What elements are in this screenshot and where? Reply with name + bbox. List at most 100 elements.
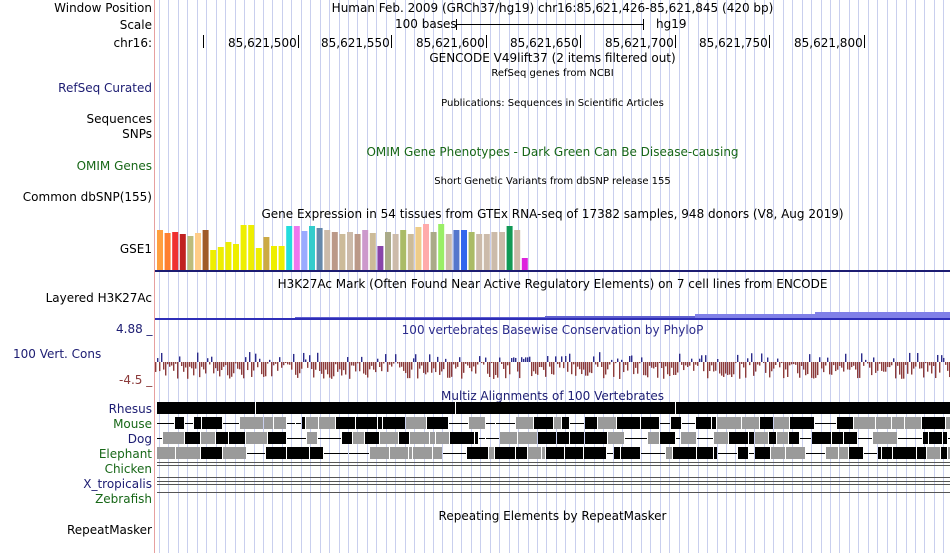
repeatmasker-track-description: Repeating Elements by RepeatMasker bbox=[438, 509, 667, 523]
phylop-negative-bar bbox=[651, 362, 653, 368]
scale-assembly-text: hg19 bbox=[656, 17, 687, 31]
grid-line bbox=[367, 0, 368, 553]
mouse-alignment-block bbox=[427, 417, 448, 429]
phylop-positive-bar bbox=[705, 355, 707, 362]
phylop-track-label[interactable]: 100 Vert. Cons bbox=[13, 347, 102, 361]
grid-line bbox=[698, 0, 699, 553]
species-label-x_tropicalis[interactable]: X_tropicalis bbox=[83, 477, 152, 491]
phylop-positive-bar bbox=[157, 358, 159, 362]
grid-line bbox=[565, 0, 566, 553]
ruler-tick bbox=[391, 35, 392, 48]
gtex-tissue-bar bbox=[248, 225, 255, 270]
phylop-negative-bar bbox=[221, 362, 223, 371]
mouse-alignment-block bbox=[617, 417, 640, 429]
grid-line bbox=[622, 0, 623, 553]
grid-line bbox=[915, 0, 916, 553]
phylop-negative-bar bbox=[903, 362, 905, 379]
phylop-negative-bar bbox=[567, 362, 569, 372]
phylop-negative-bar bbox=[227, 362, 229, 376]
base-position-ruler[interactable]: 85,621,500 85,621,550 85,621,600 85,621,650… bbox=[155, 33, 950, 51]
dbsnp-track-label[interactable]: Common dbSNP(155) bbox=[22, 190, 152, 204]
phylop-negative-bar bbox=[591, 362, 593, 374]
gse1-track-label[interactable]: GSE1 bbox=[119, 242, 152, 256]
phylop-negative-bar bbox=[299, 362, 301, 374]
grid-line bbox=[754, 0, 755, 553]
phylop-negative-bar bbox=[325, 362, 327, 370]
phylop-positive-bar bbox=[317, 352, 319, 362]
mouse-alignment-gap-line bbox=[296, 423, 301, 424]
omim-track-label[interactable]: OMIM Genes bbox=[76, 159, 152, 173]
grid-line bbox=[906, 0, 907, 553]
sequences-track-label[interactable]: Sequences bbox=[86, 112, 152, 126]
phylop-conservation-bars[interactable] bbox=[155, 342, 950, 388]
snps-track-label[interactable]: SNPs bbox=[122, 127, 152, 141]
phylop-negative-bar bbox=[301, 362, 303, 369]
phylop-negative-bar bbox=[913, 362, 915, 369]
ruler-tick-label: 85,621,650 bbox=[510, 36, 579, 50]
phylop-negative-bar bbox=[755, 362, 757, 372]
gtex-tissue-bar bbox=[392, 234, 399, 270]
refseq-track-description: RefSeq genes from NCBI bbox=[491, 68, 614, 79]
phylop-negative-bar bbox=[711, 362, 713, 366]
phylop-negative-bar bbox=[829, 362, 831, 375]
grid-line bbox=[688, 0, 689, 553]
phylop-positive-bar bbox=[737, 354, 739, 362]
grid-line bbox=[603, 0, 604, 553]
gtex-tissue-bar bbox=[255, 248, 262, 270]
grid-line bbox=[329, 0, 330, 553]
phylop-negative-bar bbox=[723, 362, 725, 377]
mouse-alignment-block bbox=[319, 417, 335, 429]
phylop-negative-bar bbox=[683, 362, 685, 371]
phylop-negative-bar bbox=[807, 362, 809, 375]
phylop-positive-bar bbox=[865, 359, 867, 362]
phylop-negative-bar bbox=[389, 362, 391, 365]
phylop-negative-bar bbox=[779, 362, 781, 368]
grid-line bbox=[811, 0, 812, 553]
species-label-dog[interactable]: Dog bbox=[127, 432, 152, 446]
h3k27ac-track-label[interactable]: Layered H3K27Ac bbox=[45, 291, 152, 305]
phylop-negative-bar bbox=[933, 362, 935, 366]
phylop-negative-bar bbox=[519, 362, 521, 379]
species-label-zebrafish[interactable]: Zebrafish bbox=[95, 492, 152, 506]
repeatmasker-track-label[interactable]: RepeatMasker bbox=[66, 523, 152, 537]
phylop-negative-bar bbox=[247, 362, 249, 371]
elephant-alignment-block bbox=[287, 447, 309, 459]
species-label-mouse[interactable]: Mouse bbox=[113, 417, 152, 431]
phylop-negative-bar bbox=[597, 362, 599, 367]
gtex-tissue-bar bbox=[400, 230, 407, 270]
dog-alignment-block bbox=[681, 432, 696, 444]
gtex-tissue-bar bbox=[309, 226, 315, 270]
phylop-positive-bar bbox=[499, 357, 501, 362]
gencode-track-title[interactable]: GENCODE V49lift37 (2 items filtered out) bbox=[429, 51, 676, 65]
phylop-negative-bar bbox=[841, 362, 843, 368]
phylop-negative-bar bbox=[339, 362, 341, 370]
elephant-alignment-block bbox=[528, 447, 541, 459]
species-label-chicken[interactable]: Chicken bbox=[104, 462, 152, 476]
phylop-negative-bar bbox=[839, 362, 841, 366]
phylop-negative-bar bbox=[563, 362, 565, 369]
mouse-alignment-block bbox=[892, 417, 904, 429]
species-label-elephant[interactable]: Elephant bbox=[98, 447, 152, 461]
multiz-alignment-blocks[interactable] bbox=[155, 400, 950, 498]
gtex-tissue-bar bbox=[293, 226, 300, 270]
ruler-tick-label: 85,621,800 bbox=[794, 36, 863, 50]
phylop-negative-bar bbox=[273, 362, 275, 366]
phylop-negative-bar bbox=[551, 362, 553, 375]
phylop-negative-bar bbox=[355, 362, 357, 372]
grid-line bbox=[726, 0, 727, 553]
mouse-alignment-block bbox=[598, 417, 616, 429]
phylop-negative-bar bbox=[581, 362, 583, 375]
h3k27ac-signal[interactable] bbox=[155, 300, 950, 322]
mouse-alignment-gap-line bbox=[815, 423, 836, 424]
phylop-negative-bar bbox=[397, 362, 399, 364]
label-gutter-divider bbox=[154, 0, 155, 553]
mouse-alignment-block bbox=[202, 417, 222, 429]
grid-line bbox=[225, 0, 226, 553]
refseq-track-label[interactable]: RefSeq Curated bbox=[58, 81, 152, 95]
species-label-rhesus[interactable]: Rhesus bbox=[108, 402, 152, 416]
gtex-expression-bars[interactable] bbox=[155, 221, 950, 273]
mouse-alignment-block bbox=[383, 417, 405, 429]
mouse-alignment-gap-line bbox=[682, 423, 695, 424]
phylop-negative-bar bbox=[285, 362, 287, 364]
phylop-negative-bar bbox=[171, 362, 173, 366]
